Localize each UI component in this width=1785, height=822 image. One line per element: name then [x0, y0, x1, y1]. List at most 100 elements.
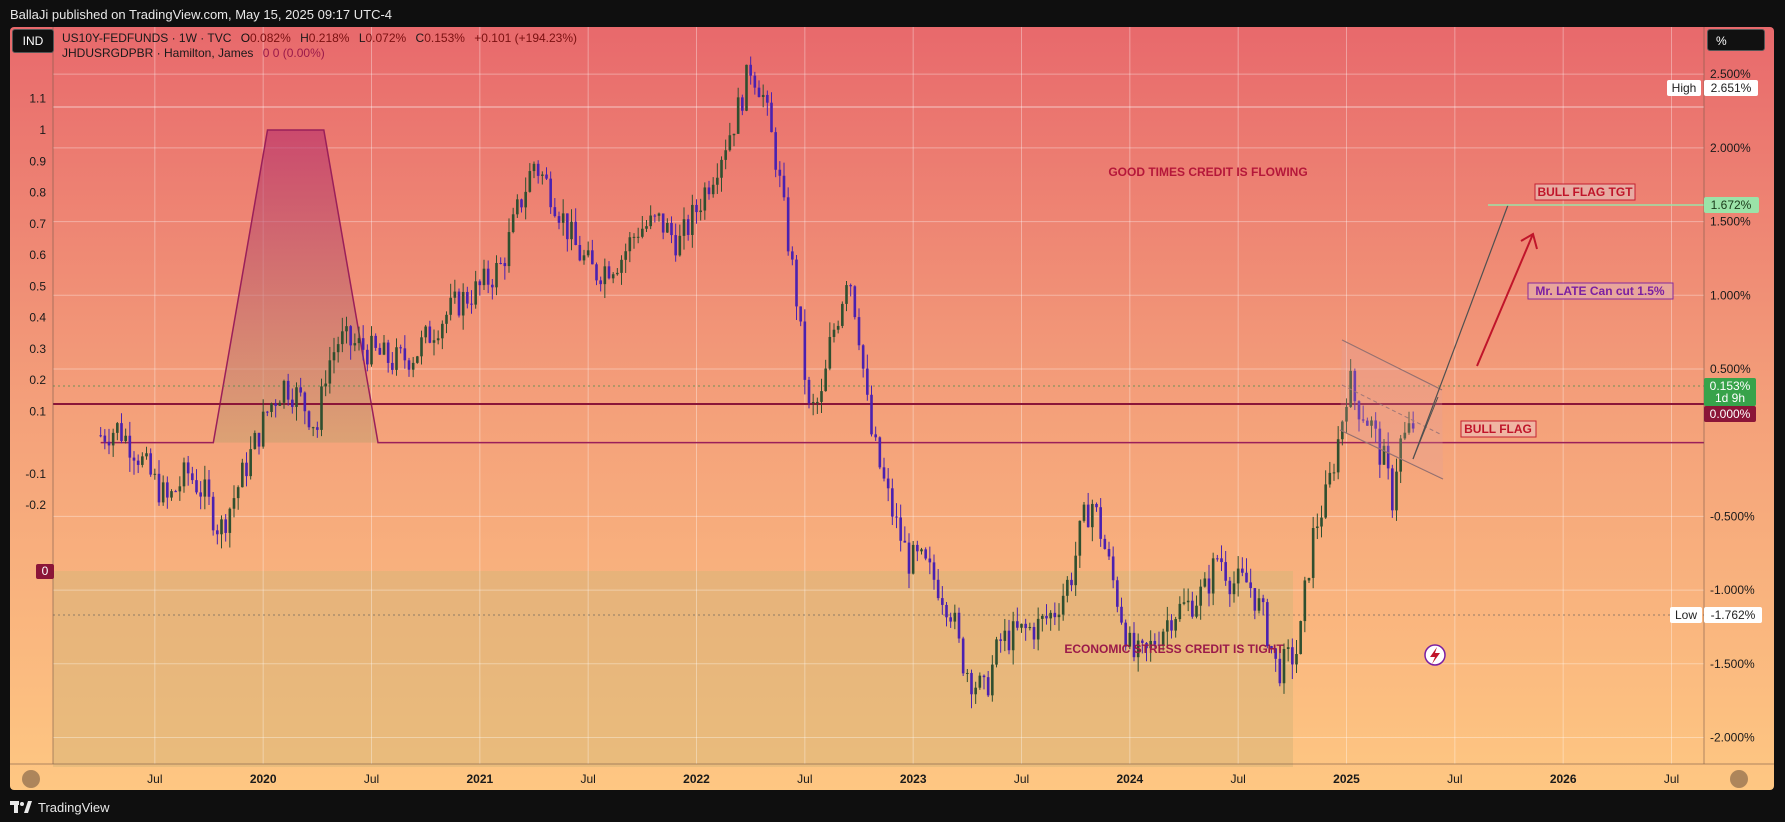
candle-body: [1186, 600, 1190, 603]
annotation-stress-text[interactable]: ECONOMIC STRESS CREDIT IS TIGHT: [1064, 642, 1284, 656]
candle-body: [678, 235, 682, 256]
flag-pole-lower[interactable]: [1412, 396, 1439, 460]
candle-body: [107, 441, 111, 446]
lightning-icon[interactable]: [1424, 644, 1446, 666]
candle-body: [328, 360, 332, 384]
candle-body: [882, 467, 886, 479]
candle-body: [641, 228, 644, 237]
main-symbol[interactable]: US10Y-FEDFUNDS · 1W · TVC: [62, 31, 232, 45]
candle-body: [1236, 568, 1240, 584]
right-scroll-handle[interactable]: [1730, 770, 1748, 788]
candle-body: [1066, 579, 1069, 596]
candle-body: [1174, 619, 1177, 631]
brand-name: TradingView: [38, 800, 110, 815]
bull-flag-tgt-text[interactable]: BULL FLAG TGT: [1537, 185, 1633, 199]
annotation-bull-flag[interactable]: BULL FLAG: [1460, 420, 1537, 438]
legend-indicator[interactable]: JHDUSRGDPBR · Hamilton, James 0 0 (0.00%…: [62, 46, 325, 60]
candle-body: [399, 347, 402, 349]
candle-body: [120, 423, 123, 441]
candle-body: [786, 197, 790, 252]
candle-body: [895, 516, 898, 518]
annotation-good-times[interactable]: GOOD TIMES CREDIT IS FLOWING: [1108, 165, 1307, 179]
candle-body: [370, 335, 373, 365]
legend-main[interactable]: US10Y-FEDFUNDS · 1W · TVC O0.082% H0.218…: [62, 31, 577, 45]
candle-body: [307, 411, 311, 428]
annotation-stress[interactable]: ECONOMIC STRESS CREDIT IS TIGHT: [1064, 642, 1284, 656]
candle-body: [374, 335, 377, 348]
zero-price-label: 0.000%: [1704, 406, 1756, 422]
indicator-name[interactable]: JHDUSRGDPBR · Hamilton, James: [62, 46, 254, 60]
candle-body: [870, 394, 873, 435]
candle-body: [941, 598, 944, 605]
candle-body: [366, 349, 369, 365]
indicator-values: 0 0 (0.00%): [262, 46, 325, 60]
left-tick-label: 0.2: [29, 373, 46, 387]
candle-body: [1070, 579, 1073, 586]
time-axis-ticks[interactable]: Jul 2020 Jul 2021 Jul 2022 Jul 2023 Jul 2024 Jul 20…: [147, 772, 1679, 786]
candle-body: [1328, 472, 1332, 485]
candle-body: [966, 672, 969, 674]
mr-late-text[interactable]: Mr. LATE Can cut 1.5%: [1535, 284, 1664, 298]
candle-body: [253, 432, 257, 450]
candle-body: [1182, 602, 1186, 604]
flag-pole-line[interactable]: [1412, 204, 1509, 460]
ohlc-low: L0.072%: [358, 31, 407, 45]
candle-body: [799, 306, 802, 322]
up-arrow[interactable]: [1476, 232, 1538, 367]
time-tick-label: Jul: [580, 772, 595, 786]
right-tick-label: 1.500%: [1710, 215, 1751, 229]
candle-body: [982, 675, 986, 678]
candle-body: [1191, 600, 1194, 617]
candle-body: [566, 213, 569, 240]
candle-body: [1391, 468, 1394, 511]
current-price-label: 0.153% 1d 9h: [1704, 378, 1756, 406]
candle-body: [1207, 578, 1211, 594]
candle-body: [1270, 646, 1273, 649]
candle-body: [441, 323, 444, 339]
ohlc-close-value: 0.153%: [424, 31, 465, 45]
candle-body: [320, 386, 323, 430]
candle-body: [928, 558, 932, 563]
annotation-bull-flag-tgt[interactable]: BULL FLAG TGT: [1534, 183, 1636, 201]
candle-body: [1286, 647, 1290, 649]
candle-body: [820, 391, 823, 402]
footer: TradingView: [0, 794, 1785, 822]
ind-button[interactable]: IND: [12, 29, 54, 53]
tradingview-logo[interactable]: TradingView: [10, 794, 110, 822]
annotation-mr-late[interactable]: Mr. LATE Can cut 1.5%: [1527, 282, 1674, 300]
candle-body: [924, 549, 927, 559]
candle-body: [1161, 631, 1165, 646]
candle-body: [520, 199, 523, 208]
candle-body: [1320, 517, 1323, 527]
candle-body: [1382, 445, 1386, 465]
candle-body: [953, 612, 957, 622]
candle-body: [845, 285, 848, 304]
ohlc-open-value: 0.082%: [250, 31, 291, 45]
candle-body: [1099, 507, 1102, 539]
time-tick-label: Jul: [1664, 772, 1679, 786]
candle-body: [357, 338, 361, 344]
chart-area[interactable]: GOOD TIMES CREDIT IS FLOWING ECONOMIC ST…: [10, 27, 1774, 790]
time-tick-label: 2025: [1333, 772, 1360, 786]
right-tick-label: -0.500%: [1710, 509, 1755, 523]
candle-body: [874, 434, 877, 438]
candle-body: [236, 487, 240, 499]
candle-body: [420, 337, 423, 357]
flag-upper-trendline[interactable]: [1341, 339, 1443, 391]
left-scroll-handle[interactable]: [22, 770, 40, 788]
bull-flag-drawing[interactable]: [1339, 204, 1509, 480]
annotation-good-times-text[interactable]: GOOD TIMES CREDIT IS FLOWING: [1108, 165, 1307, 179]
candle-body: [1253, 588, 1257, 611]
candle-body: [178, 486, 182, 492]
bull-flag-text[interactable]: BULL FLAG: [1464, 422, 1532, 436]
candle-body: [491, 284, 494, 288]
unit-button[interactable]: %: [1707, 29, 1765, 51]
candle-body: [416, 356, 419, 363]
price-chart[interactable]: GOOD TIMES CREDIT IS FLOWING ECONOMIC ST…: [10, 27, 1774, 790]
candle-body: [836, 325, 840, 330]
candle-body: [195, 480, 198, 493]
candle-body: [970, 672, 973, 695]
left-tick-label: -0.1: [25, 467, 46, 481]
flag-lower-trendline[interactable]: [1339, 429, 1444, 480]
candle-body: [503, 263, 507, 267]
